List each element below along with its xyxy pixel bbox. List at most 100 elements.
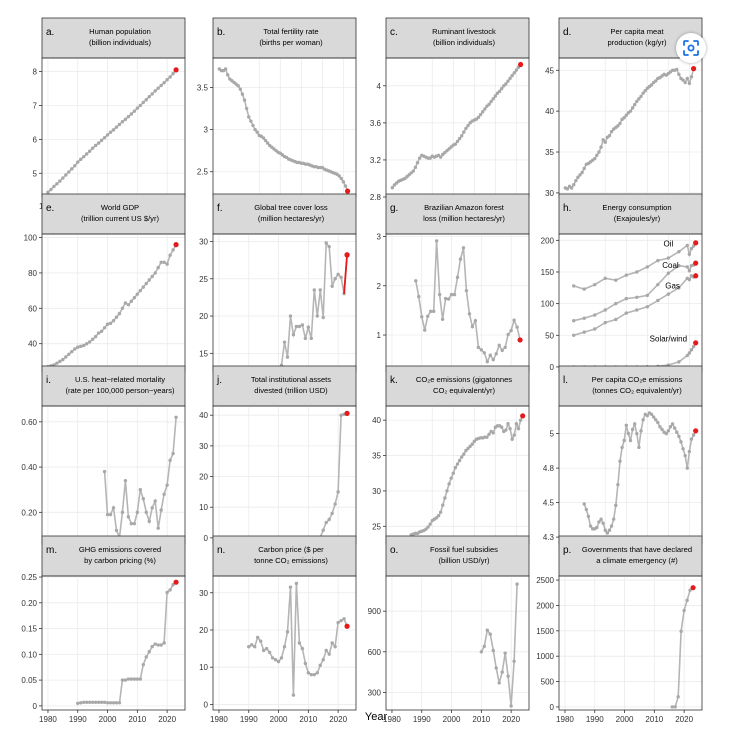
data-point (129, 521, 134, 526)
y-tick-label: 600 (368, 648, 382, 657)
data-point (675, 67, 679, 72)
data-point (681, 447, 685, 451)
data-point (144, 281, 148, 286)
data-point (628, 109, 633, 113)
data-point (64, 355, 68, 359)
x-tick-label: 1980 (383, 715, 401, 724)
panel-title-line: a climate emergency (#) (596, 556, 678, 565)
data-point (512, 318, 516, 322)
data-point (413, 165, 418, 170)
data-point (666, 271, 671, 275)
data-point (462, 452, 466, 456)
data-point (503, 651, 507, 655)
data-point (457, 458, 462, 463)
y-tick-label: 2.8 (370, 193, 382, 202)
data-point (285, 355, 290, 359)
data-point (153, 271, 157, 275)
latest-point (693, 260, 699, 266)
panel-tag: a. (46, 27, 54, 38)
data-point (497, 343, 501, 348)
panel-c: c. Ruminant livestock (billion individuals… (370, 17, 530, 202)
data-point (453, 142, 458, 146)
y-tick-label: 30 (372, 487, 381, 496)
data-point (90, 337, 95, 341)
data-point (603, 140, 607, 144)
y-tick-label: 20 (199, 626, 208, 635)
data-point (330, 511, 334, 516)
data-point (102, 469, 107, 474)
data-point (470, 442, 474, 446)
panel-title-line: Brazilian Amazon forest (424, 203, 505, 212)
data-point (285, 630, 290, 634)
data-point (96, 700, 101, 704)
data-point (162, 81, 166, 85)
data-point (132, 109, 137, 113)
y-tick-label: 1 (377, 331, 382, 340)
data-point (171, 71, 175, 76)
latest-point (693, 240, 699, 246)
panel-title-line: Global tree cover loss (254, 203, 328, 212)
panel-p: p. Governments that have declared a climat… (536, 535, 703, 724)
data-point (55, 361, 59, 365)
data-point (588, 524, 593, 528)
data-point (491, 97, 495, 101)
data-point (616, 124, 620, 128)
data-point (572, 319, 576, 323)
data-point (687, 277, 692, 282)
data-point (153, 642, 157, 646)
data-point (114, 125, 119, 129)
data-point (336, 490, 340, 494)
data-point (580, 170, 584, 175)
data-point (321, 528, 325, 532)
x-tick-label: 2010 (472, 715, 490, 724)
data-point (324, 241, 328, 245)
data-point (82, 700, 86, 704)
x-tick-label: 1990 (413, 715, 431, 724)
data-point (123, 117, 128, 122)
data-point (506, 79, 510, 83)
data-point (518, 418, 523, 422)
y-tick-label: 900 (368, 607, 382, 616)
data-point (685, 243, 689, 248)
data-point (654, 418, 658, 422)
data-point (687, 81, 692, 86)
data-point (159, 83, 163, 88)
y-tick-label: 20 (199, 312, 208, 321)
panel-tag: p. (563, 545, 571, 556)
series-line (573, 342, 697, 368)
data-point (263, 138, 268, 143)
data-point (624, 423, 628, 428)
data-point (670, 422, 675, 426)
x-tick-label: 2000 (443, 715, 461, 724)
data-point (73, 164, 77, 168)
data-point (445, 489, 449, 493)
panel-frame (212, 57, 357, 198)
data-point (481, 110, 485, 114)
data-point (649, 412, 654, 416)
data-point (129, 677, 134, 681)
data-point (99, 138, 104, 143)
data-point (504, 428, 508, 432)
data-point (651, 415, 656, 419)
data-point (156, 265, 160, 270)
data-point (687, 351, 692, 355)
data-point (599, 145, 603, 149)
y-tick-label: 5 (550, 430, 555, 439)
data-point (135, 292, 140, 296)
data-point (144, 655, 148, 659)
panel-title-line: Per capita CO₂e emissions (592, 375, 683, 384)
data-point (597, 520, 601, 524)
lens-scan-icon[interactable] (676, 33, 706, 63)
data-point (582, 316, 586, 320)
data-point (165, 590, 169, 595)
data-point (677, 434, 681, 439)
data-point (487, 432, 491, 437)
data-point (624, 273, 628, 277)
data-point (79, 344, 83, 349)
data-point (685, 353, 689, 358)
panel-frame (41, 233, 186, 373)
data-point (82, 343, 86, 348)
data-point (135, 106, 140, 110)
y-tick-label: 3.2 (370, 156, 382, 165)
